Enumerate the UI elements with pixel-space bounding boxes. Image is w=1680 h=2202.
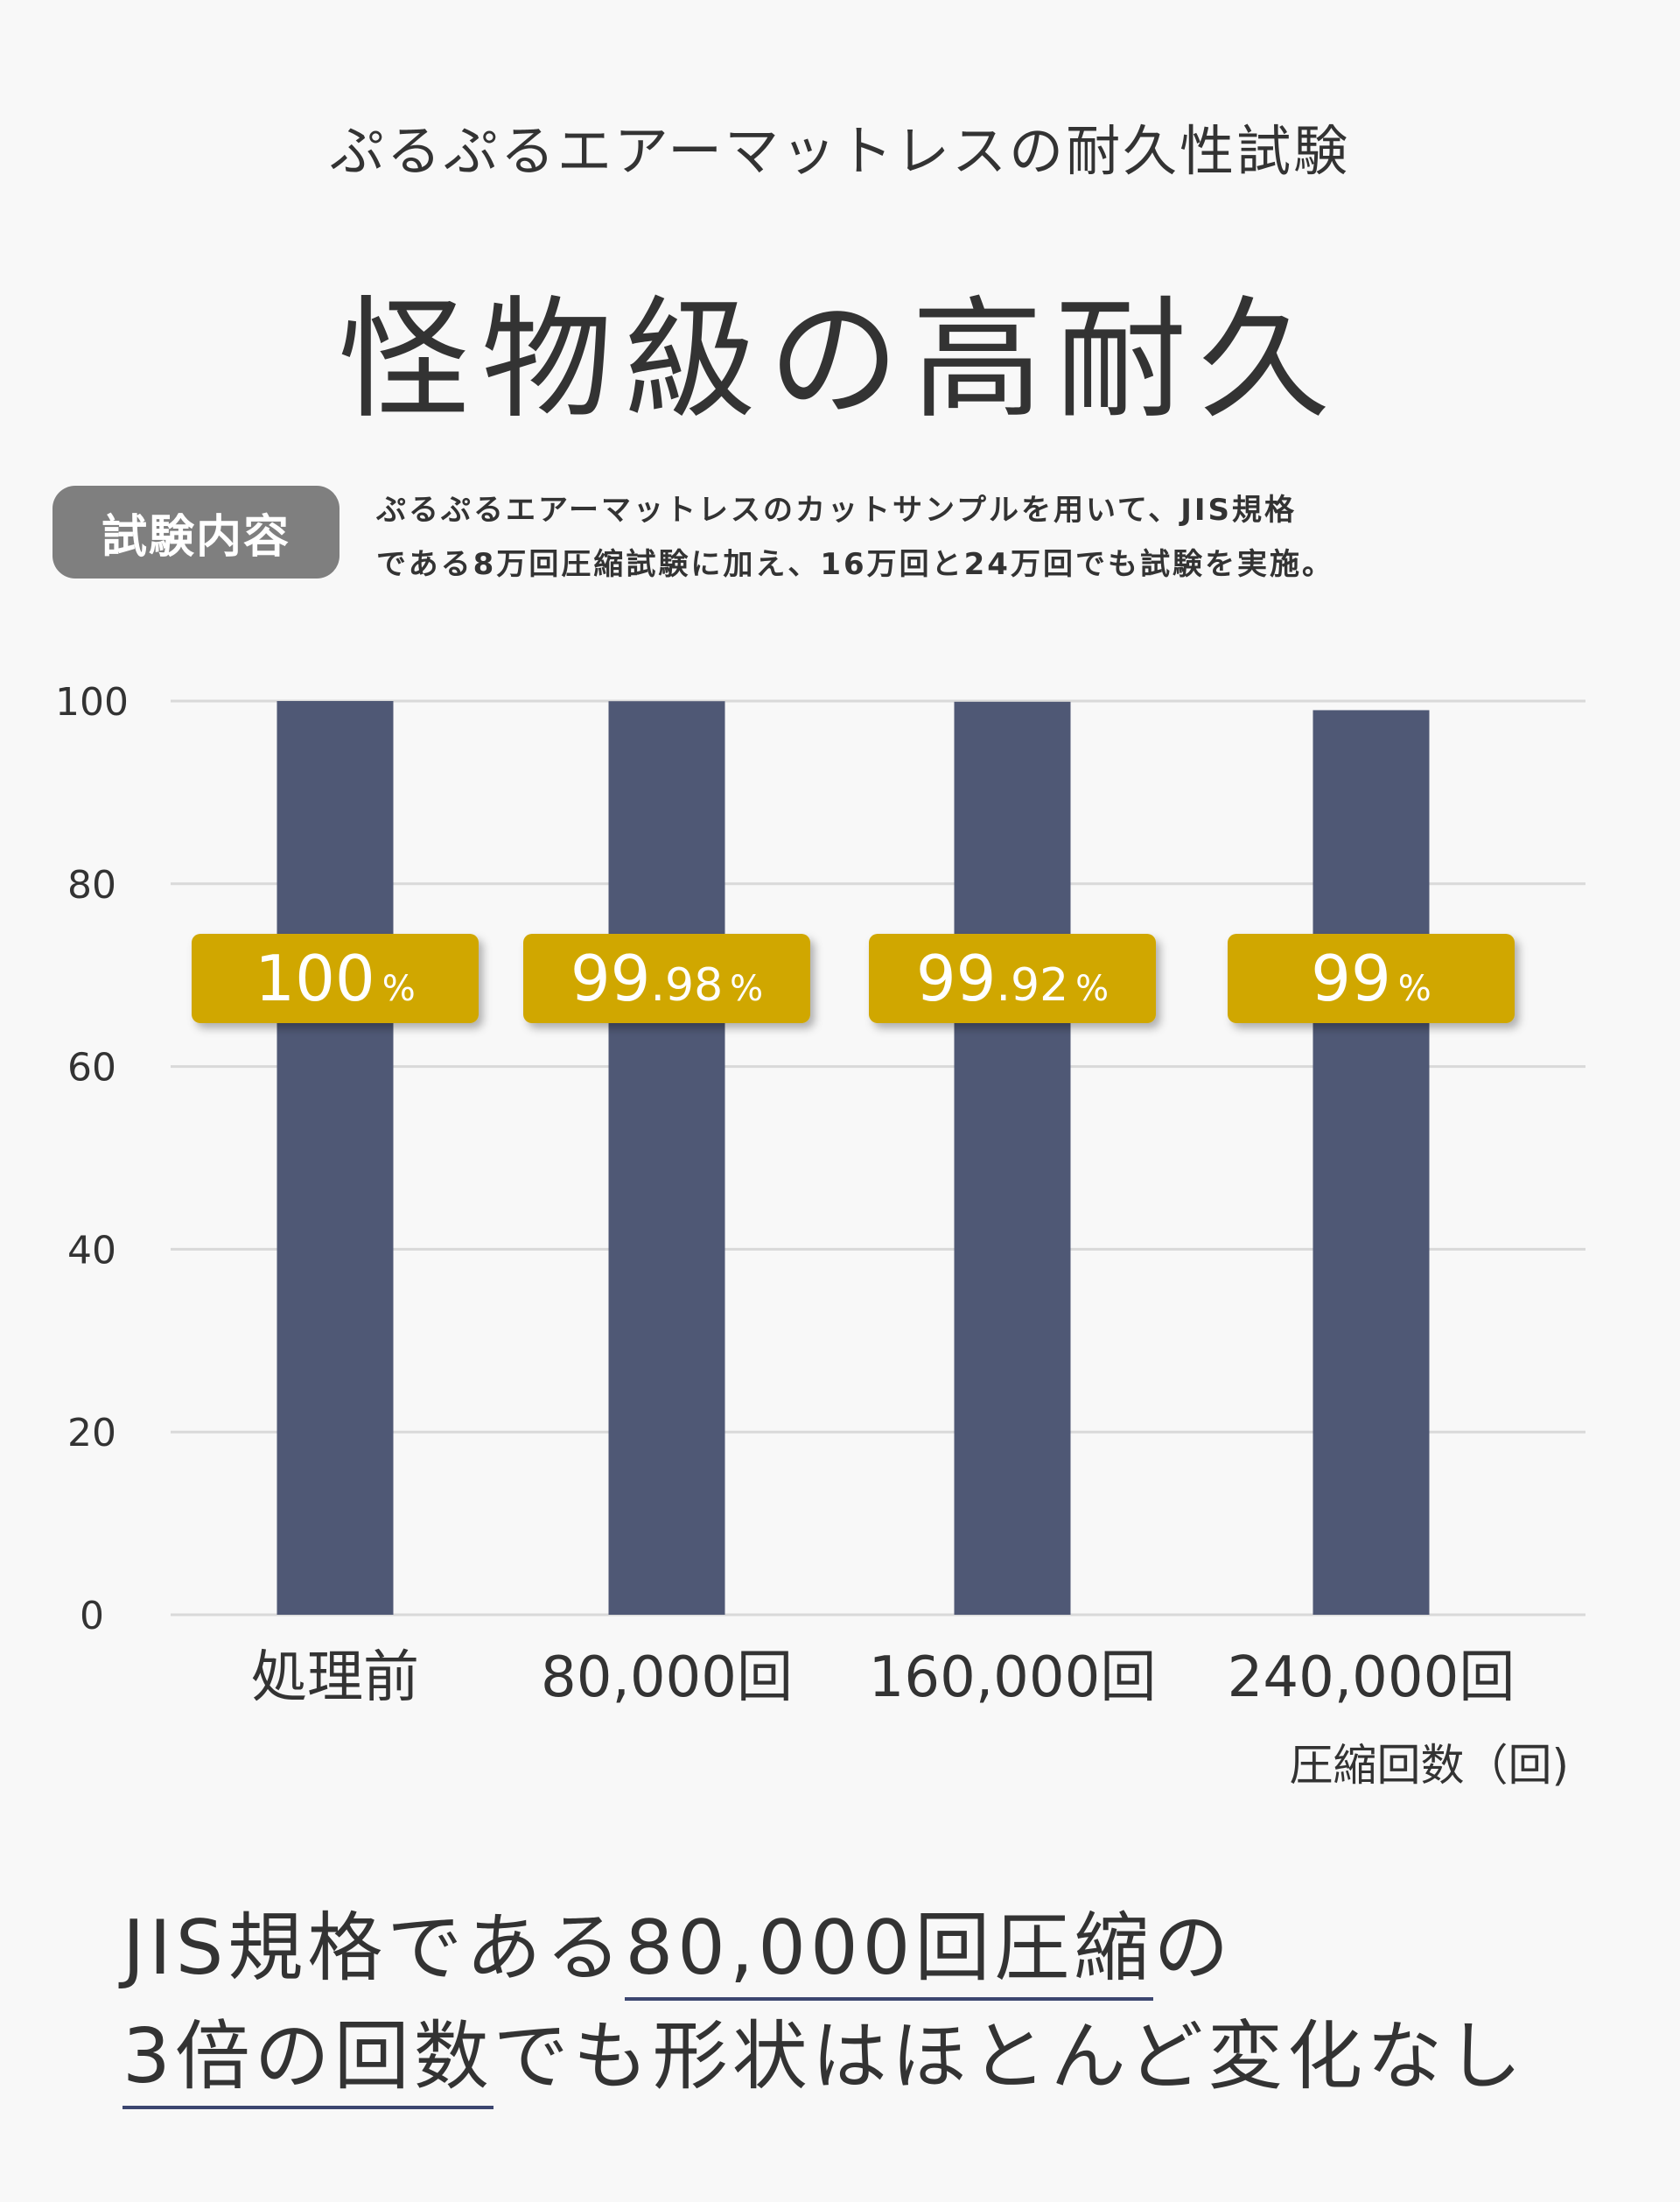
x-tick-label: 240,000回 — [1228, 1645, 1516, 1710]
x-axis-title: 圧縮回数（回) — [1289, 1740, 1569, 1791]
footer-statement: JIS規格である80,000回圧縮の 3倍の回数でも形状はほとんど変化なし — [122, 1886, 1610, 2109]
footer-line-2: 3倍の回数でも形状はほとんど変化なし — [122, 1995, 1610, 2109]
y-tick-label: 100 — [55, 680, 129, 725]
footer-line2-post: でも形状はほとんど変化なし — [493, 2013, 1527, 2100]
data-label: 99.92% — [916, 942, 1109, 1015]
test-description-line-2: である8万回圧縮試験に加え、16万回と24万回でも試験を実施。 — [376, 547, 1334, 582]
footer-line1-highlight: 80,000回圧縮 — [625, 1904, 1154, 2001]
chart-bars — [276, 701, 1430, 1616]
y-tick-label: 40 — [67, 1228, 116, 1273]
y-tick-label: 60 — [67, 1046, 116, 1090]
y-tick-label: 80 — [67, 863, 116, 908]
footer-line1-post: の — [1153, 1904, 1234, 1992]
value-labels: 100% 99.98% 99.92% 99% — [192, 934, 1515, 1023]
durability-bar-chart: 0 20 40 60 80 100 100% 99.98% 99.92% 99% 処理前 80,0… — [55, 680, 1586, 1791]
data-label: 99% — [1311, 942, 1432, 1015]
bar — [608, 701, 725, 1616]
value-label-box — [192, 934, 479, 1023]
value-label-box — [523, 934, 810, 1023]
footer-line2-highlight: 3倍の回数 — [122, 2013, 494, 2109]
x-tick-label: 処理前 — [251, 1645, 419, 1710]
bar — [276, 701, 394, 1615]
test-content-badge: 試験内容 — [52, 486, 340, 579]
y-tick-label: 20 — [67, 1411, 116, 1455]
test-description-line-1: ぷるぷるエアーマットレスのカットサンプルを用いて、JIS規格 — [376, 493, 1298, 528]
data-label: 100% — [255, 942, 415, 1015]
footer-line1-pre: JIS規格である — [122, 1904, 626, 1992]
y-axis-ticks: 0 20 40 60 80 100 — [55, 680, 129, 1638]
x-tick-label: 160,000回 — [869, 1645, 1157, 1710]
bar — [1312, 710, 1430, 1616]
data-label: 99.98% — [570, 942, 763, 1015]
value-label-box — [869, 934, 1156, 1023]
page-headline: 怪物級の高耐久 — [337, 284, 1342, 437]
bar — [954, 701, 1071, 1615]
test-description: ぷるぷるエアーマットレスのカットサンプルを用いて、JIS規格 である8万回圧縮試… — [376, 483, 1514, 592]
x-axis-ticks: 処理前 80,000回 160,000回 240,000回 — [251, 1645, 1515, 1710]
footer-line-1: JIS規格である80,000回圧縮の — [122, 1886, 1610, 2001]
y-tick-label: 0 — [80, 1594, 104, 1638]
x-tick-label: 80,000回 — [541, 1645, 793, 1710]
value-label-box — [1228, 934, 1515, 1023]
page-subtitle: ぷるぷるエアーマットレスの耐久性試験 — [329, 119, 1351, 183]
